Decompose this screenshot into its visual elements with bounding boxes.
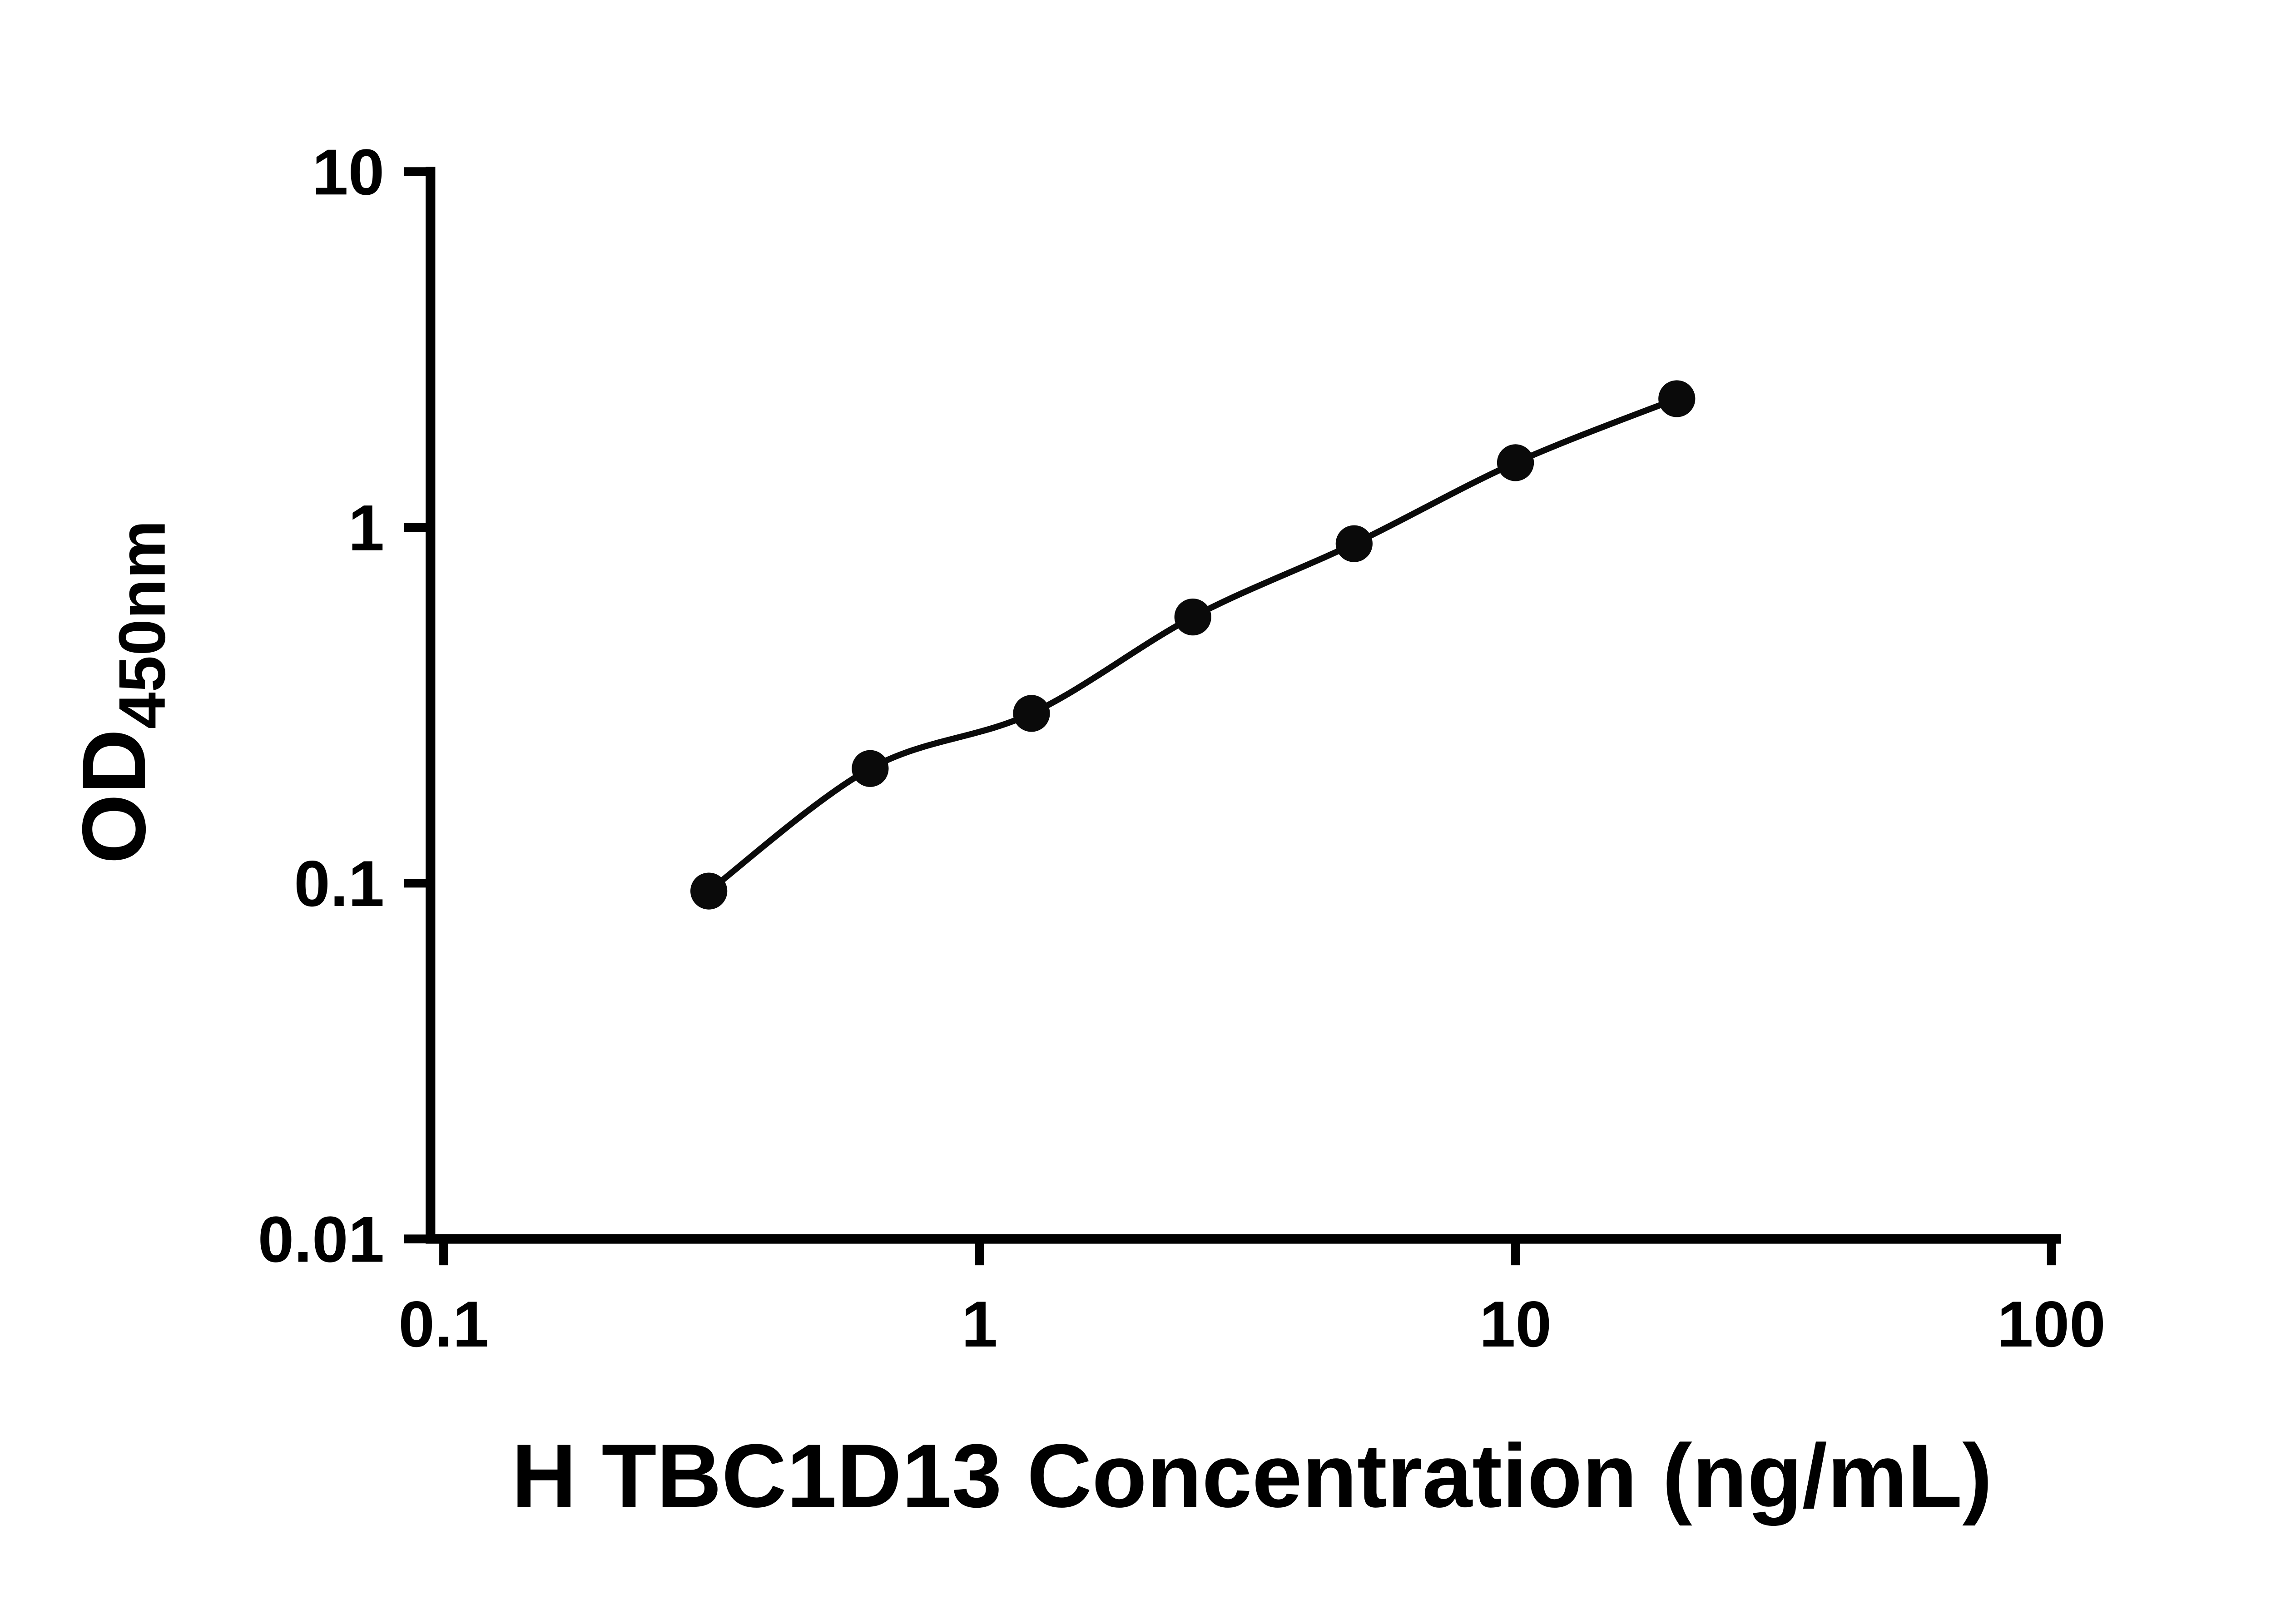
data-point-marker — [852, 750, 889, 787]
y-axis-title-subscript: 450nm — [105, 520, 179, 729]
data-point-marker — [1658, 380, 1696, 417]
data-point-marker — [1013, 695, 1050, 732]
axes-frame — [426, 167, 2061, 1244]
data-point-marker — [1497, 444, 1534, 481]
data-point-marker — [1335, 525, 1373, 562]
y-axis-title-main: OD — [64, 729, 164, 864]
y-axis-tick-label: 0.01 — [258, 1203, 385, 1276]
x-axis-tick-label: 0.1 — [398, 1288, 489, 1361]
x-axis-tick-label: 10 — [1479, 1288, 1552, 1361]
y-axis-tick-label: 10 — [312, 136, 384, 208]
standard-curve-line — [705, 396, 1680, 894]
x-axis-tick-label: 1 — [962, 1288, 998, 1361]
y-axis-title: OD450nm — [64, 520, 179, 864]
x-axis-tick-label: 100 — [1997, 1288, 2106, 1361]
x-axis-title: H TBC1D13 Concentration (ng/mL) — [511, 1426, 1992, 1526]
data-point-marker — [1174, 598, 1211, 636]
y-axis-tick-label: 0.1 — [294, 847, 384, 920]
y-axis-tick-label: 1 — [348, 492, 385, 564]
data-point-marker — [690, 872, 728, 910]
